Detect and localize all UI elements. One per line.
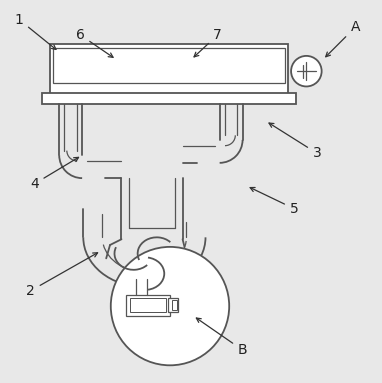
Bar (53, 48, 285, 83)
Text: A: A (326, 20, 360, 57)
Bar (126, 295, 170, 316)
Bar (130, 298, 166, 312)
Circle shape (291, 56, 322, 87)
Text: 7: 7 (194, 28, 222, 57)
Circle shape (111, 247, 229, 365)
Text: 6: 6 (76, 28, 113, 57)
Text: 5: 5 (250, 188, 298, 216)
Bar (42, 93, 296, 104)
Text: 2: 2 (26, 253, 98, 298)
Text: B: B (196, 318, 248, 357)
Bar (172, 300, 177, 310)
Text: 1: 1 (15, 13, 56, 49)
Bar (168, 298, 178, 312)
Text: 3: 3 (269, 123, 321, 160)
Text: 4: 4 (30, 157, 79, 191)
Bar (50, 44, 288, 94)
